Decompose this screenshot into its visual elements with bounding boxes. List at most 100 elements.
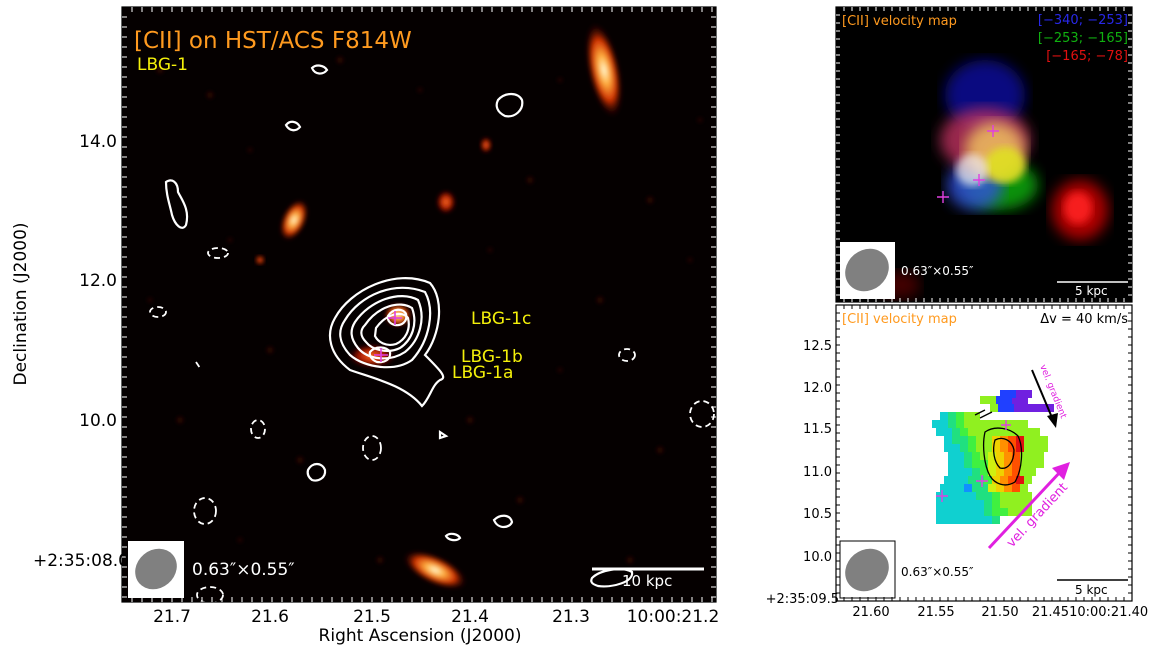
velocity-pixel xyxy=(988,460,996,468)
vel-beam-ellipse xyxy=(845,548,889,592)
velocity-pixel xyxy=(940,420,948,428)
beam-ellipse xyxy=(135,548,177,590)
velocity-pixel xyxy=(988,468,996,476)
vel-position-crosses xyxy=(936,420,1011,502)
velocity-pixel xyxy=(968,436,976,444)
x-tick-label: 21.4 xyxy=(451,607,489,627)
velocity-pixel xyxy=(1000,500,1008,508)
velocity-pixel xyxy=(984,444,992,452)
vel-panel-frame xyxy=(835,304,1133,602)
velocity-pixel xyxy=(968,428,976,436)
velocity-pixel xyxy=(964,452,972,460)
vel-x-tick-label: 21.4510:00:21.40 xyxy=(1032,605,1148,620)
velocity-pixel xyxy=(1014,404,1022,412)
velocity-pixel xyxy=(960,500,968,508)
velocity-pixel xyxy=(984,476,992,484)
rgb-velocity-panel: [CII] velocity map [−340; −253] [−253; −… xyxy=(835,6,1133,303)
velocity-pixel-map xyxy=(932,390,1054,524)
velocity-pixel xyxy=(952,436,960,444)
velocity-pixel xyxy=(952,476,960,484)
vel-gradient-arrow-large xyxy=(987,462,1070,550)
velocity-pixel xyxy=(1038,404,1046,412)
velocity-pixel xyxy=(1036,460,1044,468)
velocity-pixel xyxy=(1004,452,1012,460)
velocity-pixel xyxy=(980,460,988,468)
x-tick-label: 10:00:21.2 xyxy=(627,607,720,627)
rgb-panel-frame xyxy=(835,6,1133,303)
vel-y-tick-label: 11.5 xyxy=(803,422,832,437)
velocity-bin-green: [−253; −165] xyxy=(1038,31,1128,46)
velocity-pixel xyxy=(992,444,1000,452)
velocity-pixel xyxy=(1024,476,1032,484)
velocity-pixel xyxy=(1012,460,1020,468)
velocity-pixel xyxy=(1024,436,1032,444)
vel-gradient-arrow-small xyxy=(1031,369,1058,428)
velocity-pixel xyxy=(1000,428,1008,436)
velocity-pixel xyxy=(998,404,1006,412)
velocity-pixel xyxy=(952,428,960,436)
vel-y-tick-label: 12.5 xyxy=(803,339,832,354)
beam-size-label: 0.63″×0.55″ xyxy=(192,560,295,580)
vel-y-tick-label: +2:35:09.5 xyxy=(766,592,839,607)
velocity-pixel xyxy=(1020,420,1028,428)
velocity-pixel xyxy=(996,460,1004,468)
velocity-pixel xyxy=(1024,500,1032,508)
velocity-pixel xyxy=(1008,436,1016,444)
y-tick-label: 14.0 xyxy=(79,132,117,152)
velocity-pixel xyxy=(1024,390,1032,398)
negative-contours xyxy=(149,247,715,604)
velocity-pixel xyxy=(1016,390,1024,398)
target-label: LBG-1 xyxy=(137,55,188,75)
main-y-tick-labels: 14.0 12.0 10.0 +2:35:08.0 xyxy=(33,132,129,571)
velocity-pixel xyxy=(968,500,976,508)
velocity-pixel xyxy=(1020,460,1028,468)
velocity-pixel xyxy=(1016,476,1024,484)
main-x-tick-labels: 21.7 21.6 21.5 21.4 21.3 10:00:21.2 xyxy=(153,607,719,627)
velocity-pixel xyxy=(976,500,984,508)
velocity-pixel xyxy=(976,492,984,500)
velocity-pixel xyxy=(992,508,1000,516)
velocity-pixel xyxy=(1008,444,1016,452)
velocity-pixel xyxy=(1032,436,1040,444)
velocity-pixel xyxy=(1016,444,1024,452)
velocity-pixel xyxy=(996,452,1004,460)
velocity-pixel xyxy=(948,468,956,476)
velocity-pixel xyxy=(996,396,1004,404)
velocity-pixel xyxy=(944,516,952,524)
velocity-pixel xyxy=(1004,420,1012,428)
vel-y-tick-label: 10.5 xyxy=(803,507,832,522)
velocity-pixel xyxy=(1020,396,1028,404)
velocity-pixel xyxy=(1000,508,1008,516)
velocity-pixel xyxy=(956,452,964,460)
vel-y-tick-labels: 12.5 12.0 11.5 11.0 10.5 10.0 +2:35:09.5 xyxy=(766,339,839,607)
velocity-pixel xyxy=(988,452,996,460)
velocity-pixel xyxy=(972,468,980,476)
velocity-pixel xyxy=(968,476,976,484)
velocity-pixel xyxy=(976,508,984,516)
velocity-pixel xyxy=(1028,452,1036,460)
rgb-emission xyxy=(880,60,1108,299)
velocity-pixel xyxy=(1016,508,1024,516)
y-tick-label: 12.0 xyxy=(79,271,117,291)
velocity-pixel xyxy=(956,468,964,476)
velocity-pixel xyxy=(1016,428,1024,436)
velocity-pixel xyxy=(960,436,968,444)
y-tick-label: +2:35:08.0 xyxy=(33,551,129,571)
vel-beam-size-label: 0.63″×0.55″ xyxy=(901,565,974,579)
velocity-pixel xyxy=(1024,444,1032,452)
velocity-pixel xyxy=(992,492,1000,500)
velocity-pixel xyxy=(980,468,988,476)
velocity-pixel xyxy=(992,476,1000,484)
rgb-panel-title: [CII] velocity map xyxy=(842,14,957,29)
velocity-pixel xyxy=(1028,460,1036,468)
velocity-pixel xyxy=(1020,468,1028,476)
velocity-pixel xyxy=(968,508,976,516)
velocity-pixel xyxy=(1012,396,1020,404)
vel-y-tick-label: 10.0 xyxy=(803,550,832,565)
x-tick-label: 21.3 xyxy=(552,607,590,627)
rgb-scale-bar-label: 5 kpc xyxy=(1075,284,1108,298)
velocity-pixel xyxy=(936,428,944,436)
rgb-minor-ticks xyxy=(836,7,1132,302)
main-minor-ticks xyxy=(122,7,716,602)
velocity-pixel xyxy=(1024,428,1032,436)
